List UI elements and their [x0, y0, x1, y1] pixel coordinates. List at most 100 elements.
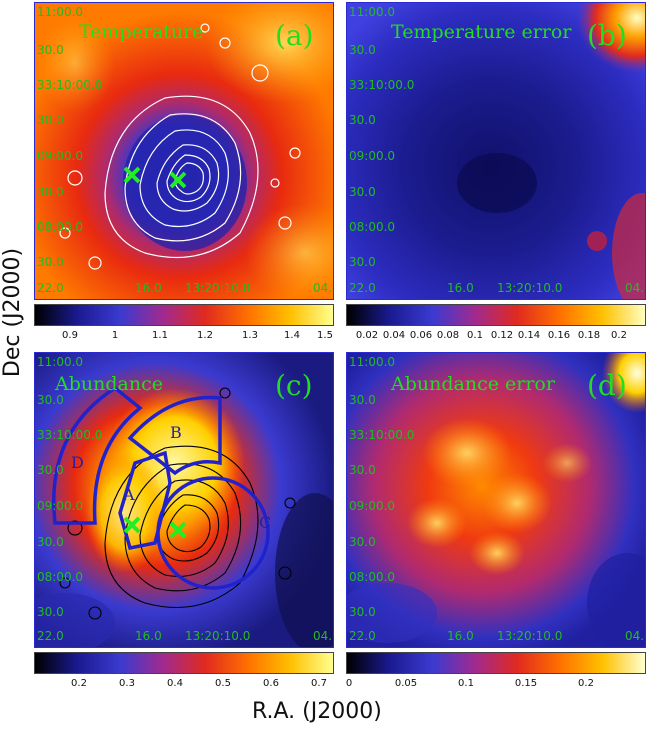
xray-contours	[59, 23, 301, 270]
ra-tick: 16.0	[447, 281, 474, 295]
ra-tick: 13:20:10.0	[497, 281, 563, 295]
dec-tick: 09:00.0	[349, 149, 396, 163]
colorbar-tick: 1.2	[197, 330, 213, 341]
panel-title: Abundance error	[391, 373, 555, 395]
dec-tick: 30.0	[37, 185, 64, 199]
center-markers	[123, 166, 187, 189]
colorbar-tick: 0.2	[578, 678, 594, 689]
panel-letter: (d)	[587, 369, 627, 402]
colorbar-temperature-error	[346, 304, 646, 326]
ra-tick: 22.0	[349, 281, 376, 295]
region-d-sector	[52, 385, 143, 525]
dec-tick: 08:00.0	[37, 220, 84, 234]
panel-temperature-error: Temperature error (b) 11:00.0 30.0 33:10…	[346, 2, 646, 300]
colorbar-tick: 0.08	[436, 330, 460, 341]
dec-tick: 30.0	[349, 43, 376, 57]
dec-tick: 11:00.0	[349, 5, 396, 19]
colorbar-tick: 0.7	[311, 678, 327, 689]
colorbar-temperature	[34, 304, 334, 326]
colorbar-ticks: 0.2 0.3 0.4 0.5 0.6 0.7	[34, 678, 334, 692]
colorbar-tick: 0.12	[490, 330, 514, 341]
x-axis-label: R.A. (J2000)	[252, 699, 382, 724]
colorbar-abundance-error	[346, 652, 646, 674]
colorbar-tick: 0.14	[517, 330, 541, 341]
abundance-error-map	[347, 353, 645, 647]
ra-tick: 04.0	[625, 281, 645, 295]
dec-tick: 11:00.0	[349, 355, 396, 369]
panel-title: Temperature	[79, 21, 204, 43]
colorbar-tick: 0.02	[355, 330, 379, 341]
colorbar-tick: 0.6	[263, 678, 279, 689]
y-axis-label: Dec (J2000)	[0, 247, 26, 378]
dec-tick: 30.0	[349, 393, 376, 407]
dec-tick: 09:00.0	[349, 499, 396, 513]
dec-tick: 30.0	[349, 463, 376, 477]
region-b-sector	[127, 395, 222, 476]
colorbar-tick: 0.9	[62, 330, 78, 341]
colorbar-tick: 0.2	[611, 330, 627, 341]
colorbar-tick: 0.05	[394, 678, 418, 689]
ra-tick: 04.0	[313, 281, 333, 295]
panel-abundance-error: Abundance error (d) 11:00.0 30.0 33:10:0…	[346, 352, 646, 648]
dec-tick: 33:10:00.0	[37, 428, 103, 442]
panel-letter: (a)	[275, 19, 314, 52]
dec-tick: 30.0	[37, 605, 64, 619]
panel-abundance: Abundance (c) A B C D 11:00.0 30.0 33:10…	[34, 352, 334, 648]
dec-tick: 30.0	[349, 113, 376, 127]
colorbar-tick: 0.15	[514, 678, 538, 689]
colorbar-tick: 0	[345, 678, 353, 689]
ra-tick: 13:20:10.0	[185, 629, 251, 643]
ra-tick: 22.0	[37, 281, 64, 295]
dec-tick: 30.0	[37, 113, 64, 127]
region-a-sector	[118, 450, 172, 551]
colorbar-tick: 0.2	[71, 678, 87, 689]
colorbar-tick: 0.4	[167, 678, 183, 689]
spectral-regions	[52, 385, 270, 590]
colorbar-tick: 0.18	[577, 330, 601, 341]
dec-tick: 30.0	[349, 535, 376, 549]
ra-tick: 04.0	[625, 629, 645, 643]
colorbar-tick: 0.5	[215, 678, 231, 689]
dec-tick: 33:10:00.0	[349, 78, 415, 92]
panel-temperature: Temperature (a) 11:00.0 30.0 33:10:00.0 …	[34, 2, 334, 300]
ra-tick: 13:20:10.0	[185, 281, 251, 295]
dec-tick: 09:00.0	[37, 149, 84, 163]
ra-tick: 04.0	[313, 629, 333, 643]
colorbar-tick: 0.04	[382, 330, 406, 341]
dec-tick: 30.0	[37, 255, 64, 269]
colorbar-tick: 1.3	[242, 330, 258, 341]
dec-tick: 11:00.0	[37, 5, 84, 19]
colorbar-abundance	[34, 652, 334, 674]
panel-letter: (b)	[587, 19, 627, 52]
colorbar-ticks: 0.02 0.04 0.06 0.08 0.1 0.12 0.14 0.16 0…	[346, 330, 646, 344]
colorbar-tick: 1.5	[317, 330, 333, 341]
dec-tick: 33:10:00.0	[37, 78, 103, 92]
colorbar-tick: 0.16	[547, 330, 571, 341]
colorbar-tick: 1	[111, 330, 119, 341]
colorbar-tick: 0.1	[467, 330, 483, 341]
ra-tick: 22.0	[349, 629, 376, 643]
dec-tick: 30.0	[37, 463, 64, 477]
ra-tick: 16.0	[447, 629, 474, 643]
dec-tick: 30.0	[349, 185, 376, 199]
region-label-c: C	[259, 513, 272, 532]
dec-tick: 11:00.0	[37, 355, 84, 369]
colorbar-tick: 0.06	[409, 330, 433, 341]
dec-tick: 30.0	[37, 43, 64, 57]
panel-title: Temperature error	[391, 21, 572, 43]
ra-tick: 16.0	[135, 629, 162, 643]
dec-tick: 08:00.0	[349, 220, 396, 234]
region-label-d: D	[71, 453, 84, 472]
ra-tick: 22.0	[37, 629, 64, 643]
region-label-a: A	[123, 485, 135, 504]
colorbar-tick: 1.1	[152, 330, 168, 341]
panel-letter: (c)	[275, 369, 313, 402]
dec-tick: 09:00.0	[37, 499, 84, 513]
dec-tick: 08:00.0	[37, 570, 84, 584]
temperature-map	[35, 3, 333, 299]
dec-tick: 30.0	[37, 393, 64, 407]
colorbar-tick: 1.4	[284, 330, 300, 341]
colorbar-tick: 0.3	[119, 678, 135, 689]
dec-tick: 08:00.0	[349, 570, 396, 584]
colorbar-ticks: 0 0.05 0.1 0.15 0.2	[346, 678, 646, 692]
